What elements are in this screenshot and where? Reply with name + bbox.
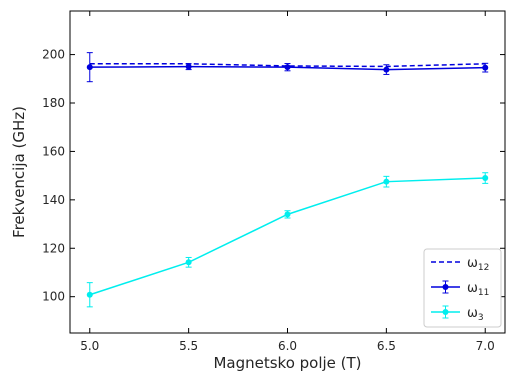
y-tick-label: 140: [42, 193, 65, 207]
y-tick-label: 160: [42, 144, 65, 158]
x-tick-label: 5.0: [80, 339, 99, 353]
legend-label-w11: ω11: [467, 281, 489, 298]
data-point-w11: [383, 66, 390, 73]
data-point-w3: [383, 178, 390, 185]
x-tick-label: 5.5: [179, 339, 198, 353]
legend-marker-w3: [442, 309, 449, 315]
data-point-w11: [482, 64, 489, 71]
data-point-w3: [482, 175, 489, 182]
y-tick-label: 180: [42, 96, 65, 110]
series-layer: [86, 52, 489, 308]
series-w3: [86, 172, 489, 308]
x-tick-label: 6.5: [377, 339, 396, 353]
x-axis: 5.0 5.5 6.0 6.5 7.0: [80, 11, 495, 353]
series-w12: [89, 63, 486, 68]
x-axis-label: Magnetsko polje (T): [213, 354, 361, 372]
legend-box: [423, 248, 502, 328]
series-line-w12: [89, 63, 486, 68]
data-point-w11: [284, 64, 291, 71]
data-point-w3: [86, 291, 93, 298]
legend: ω12 ω11 ω3: [423, 248, 502, 328]
legend-label-w12: ω12: [467, 256, 489, 273]
legend-entry-w12: ω12: [431, 256, 489, 273]
legend-marker-w11: [442, 284, 449, 290]
legend-label-w3: ω3: [467, 306, 484, 323]
y-tick-label: 120: [42, 241, 65, 255]
y-tick-label: 200: [42, 48, 65, 62]
legend-entry-w3: ω3: [431, 305, 484, 323]
y-axis: 100 120 140 160 180 200: [42, 48, 505, 304]
data-point-w3: [284, 211, 291, 218]
legend-entry-w11: ω11: [431, 280, 489, 298]
data-point-w3: [185, 259, 192, 266]
y-axis-label: Frekvencija (GHz): [10, 106, 28, 238]
y-tick-label: 100: [42, 290, 65, 304]
data-point-w11: [185, 63, 192, 70]
x-tick-label: 6.0: [278, 339, 297, 353]
series-w11: [86, 52, 489, 83]
x-tick-label: 7.0: [476, 339, 495, 353]
data-point-w11: [86, 64, 93, 71]
